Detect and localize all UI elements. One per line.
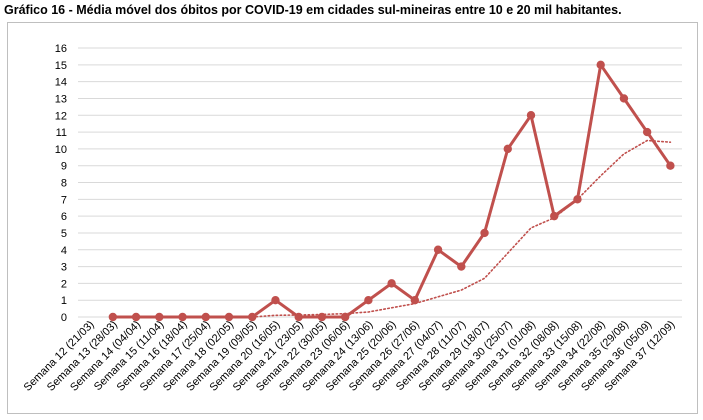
y-tick-label: 5 (61, 228, 67, 240)
data-point (155, 312, 164, 322)
y-tick-label: 1 (61, 295, 67, 307)
trend-line-group (251, 139, 672, 318)
y-tick-label: 15 (55, 60, 67, 72)
series-line-group (112, 63, 672, 319)
y-tick-label: 7 (61, 194, 67, 206)
data-point (317, 312, 327, 322)
y-tick-label: 12 (55, 110, 67, 122)
data-point (294, 312, 303, 322)
data-point (410, 295, 420, 305)
trend-line (251, 139, 672, 318)
data-point (387, 279, 396, 288)
y-tick-label: 10 (55, 144, 67, 156)
y-tick-label: 16 (55, 43, 67, 55)
data-point (480, 228, 489, 238)
data-point (271, 295, 280, 305)
data-point (503, 144, 512, 154)
y-tick-label: 14 (55, 77, 67, 89)
y-tick-label: 3 (61, 262, 67, 274)
data-point (550, 211, 559, 221)
data-point (248, 312, 257, 322)
data-point (457, 262, 466, 271)
data-point (596, 60, 605, 70)
data-point (642, 127, 652, 137)
y-tick-label: 13 (55, 93, 67, 105)
y-tick-label: 9 (61, 161, 67, 173)
data-point (201, 312, 210, 322)
data-point (573, 195, 582, 204)
y-tick-label: 8 (61, 178, 67, 190)
x-axis: Semana 12 (21/03)Semana 13 (28/03)Semana… (22, 319, 678, 394)
y-tick-label: 6 (61, 211, 67, 223)
data-point (178, 312, 187, 322)
gridlines (78, 47, 682, 318)
chart-title: Gráfico 16 - Média móvel dos óbitos por … (4, 3, 622, 17)
y-tick-label: 2 (61, 278, 67, 290)
y-tick-label: 11 (56, 127, 67, 139)
data-point (619, 94, 629, 103)
y-tick-label: 0 (61, 312, 67, 324)
data-point (224, 312, 234, 322)
data-point (108, 312, 118, 322)
data-points (108, 60, 675, 322)
data-point (131, 312, 141, 322)
data-point (433, 245, 443, 254)
data-point (666, 161, 675, 170)
data-point (526, 111, 536, 120)
y-tick-label: 4 (61, 245, 67, 257)
series-line (112, 63, 672, 319)
data-point (340, 312, 350, 322)
chart-frame (7, 22, 698, 414)
data-point (364, 295, 373, 305)
